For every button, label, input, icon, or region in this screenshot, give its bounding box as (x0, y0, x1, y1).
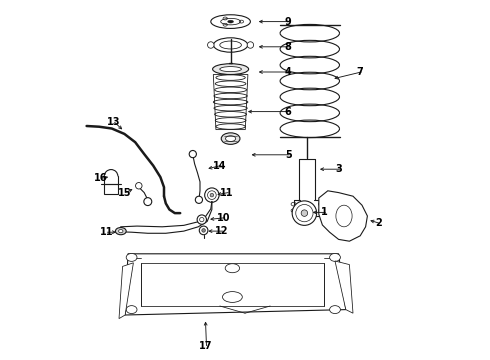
Text: 6: 6 (285, 107, 292, 117)
Ellipse shape (210, 193, 214, 197)
Ellipse shape (205, 188, 219, 202)
Ellipse shape (213, 64, 248, 75)
Ellipse shape (225, 264, 240, 273)
Ellipse shape (228, 20, 233, 23)
Ellipse shape (247, 42, 254, 48)
Text: 17: 17 (198, 341, 212, 351)
Text: 15: 15 (118, 188, 131, 198)
Ellipse shape (211, 15, 250, 28)
Ellipse shape (197, 215, 206, 224)
Polygon shape (319, 191, 368, 241)
Ellipse shape (292, 201, 317, 225)
Ellipse shape (214, 38, 248, 52)
Text: 10: 10 (217, 213, 230, 223)
Text: 4: 4 (285, 67, 292, 77)
Ellipse shape (189, 150, 196, 158)
Text: 12: 12 (215, 226, 228, 236)
Polygon shape (335, 261, 353, 313)
Text: 7: 7 (357, 67, 364, 77)
Text: 11: 11 (220, 188, 234, 198)
Ellipse shape (330, 306, 341, 314)
Text: 8: 8 (285, 42, 292, 52)
Ellipse shape (202, 229, 205, 232)
Text: 3: 3 (335, 164, 342, 174)
Ellipse shape (199, 226, 208, 235)
Ellipse shape (119, 230, 123, 233)
Ellipse shape (144, 198, 152, 206)
Polygon shape (125, 254, 346, 315)
Ellipse shape (220, 67, 242, 72)
Ellipse shape (196, 196, 202, 203)
Ellipse shape (301, 210, 308, 216)
Ellipse shape (225, 136, 236, 141)
Polygon shape (141, 263, 324, 306)
Text: 5: 5 (285, 150, 292, 160)
Text: 16: 16 (94, 173, 108, 183)
Ellipse shape (126, 253, 137, 261)
Ellipse shape (126, 306, 137, 314)
Text: 2: 2 (375, 218, 382, 228)
Ellipse shape (221, 133, 240, 144)
Text: 14: 14 (213, 161, 226, 171)
Bar (104, 184, 118, 194)
Polygon shape (119, 263, 133, 319)
Text: 1: 1 (321, 207, 328, 217)
Ellipse shape (330, 253, 341, 261)
Ellipse shape (116, 228, 126, 235)
Ellipse shape (136, 183, 142, 189)
Text: 13: 13 (107, 117, 121, 127)
Text: 11: 11 (99, 227, 113, 237)
Ellipse shape (222, 292, 242, 302)
Text: 9: 9 (285, 17, 292, 27)
Ellipse shape (208, 42, 214, 48)
